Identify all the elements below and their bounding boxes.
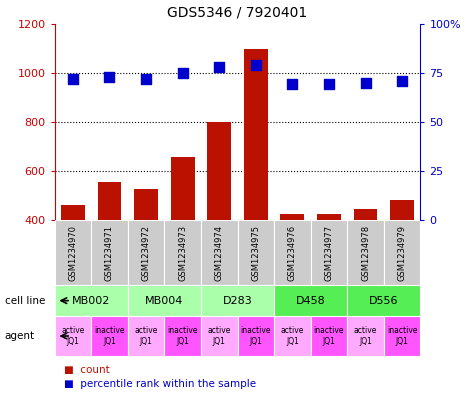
Bar: [61, 205, 85, 318]
Bar: [317, 214, 341, 318]
Point: [252, 62, 259, 68]
Text: active
JQ1: active JQ1: [354, 326, 377, 346]
Text: inactive
JQ1: inactive JQ1: [387, 326, 418, 346]
Text: GSM1234979: GSM1234979: [398, 224, 407, 281]
Bar: [238, 220, 274, 285]
Bar: [274, 220, 311, 285]
Text: GSM1234978: GSM1234978: [361, 224, 370, 281]
Text: GSM1234971: GSM1234971: [105, 224, 114, 281]
Title: GDS5346 / 7920401: GDS5346 / 7920401: [167, 6, 308, 20]
Text: active
JQ1: active JQ1: [281, 326, 304, 346]
Text: GSM1234970: GSM1234970: [68, 224, 77, 281]
Bar: [384, 316, 420, 356]
Text: D556: D556: [369, 296, 399, 306]
Text: D458: D458: [296, 296, 325, 306]
Point: [69, 75, 77, 82]
Text: inactive
JQ1: inactive JQ1: [240, 326, 271, 346]
Text: D283: D283: [223, 296, 252, 306]
Bar: [207, 122, 231, 318]
Bar: [238, 316, 274, 356]
Point: [325, 81, 332, 88]
Text: inactive
JQ1: inactive JQ1: [167, 326, 198, 346]
Text: GSM1234976: GSM1234976: [288, 224, 297, 281]
Bar: [244, 50, 268, 318]
Text: active
JQ1: active JQ1: [208, 326, 231, 346]
Bar: [128, 220, 164, 285]
Bar: [201, 285, 274, 316]
Point: [105, 73, 113, 80]
Bar: [55, 316, 91, 356]
Text: inactive
JQ1: inactive JQ1: [314, 326, 344, 346]
Bar: [353, 209, 378, 318]
Bar: [311, 316, 347, 356]
Text: inactive
JQ1: inactive JQ1: [94, 326, 125, 346]
Bar: [128, 285, 201, 316]
Bar: [128, 316, 164, 356]
Text: GSM1234977: GSM1234977: [324, 224, 333, 281]
Bar: [201, 316, 238, 356]
Text: active
JQ1: active JQ1: [134, 326, 158, 346]
Text: ■  count: ■ count: [64, 365, 110, 375]
Text: agent: agent: [5, 331, 35, 341]
Point: [362, 79, 370, 86]
Text: cell line: cell line: [5, 296, 45, 306]
Text: GSM1234972: GSM1234972: [142, 224, 151, 281]
Bar: [134, 189, 158, 318]
Point: [142, 75, 150, 82]
Text: ■  percentile rank within the sample: ■ percentile rank within the sample: [64, 379, 256, 389]
Bar: [171, 158, 195, 318]
Point: [398, 77, 406, 84]
Point: [216, 64, 223, 70]
Bar: [347, 316, 384, 356]
Bar: [91, 220, 128, 285]
Bar: [390, 200, 414, 318]
Bar: [347, 285, 420, 316]
Text: active
JQ1: active JQ1: [61, 326, 85, 346]
Bar: [164, 316, 201, 356]
Bar: [384, 220, 420, 285]
Text: GSM1234974: GSM1234974: [215, 224, 224, 281]
Text: GSM1234975: GSM1234975: [251, 224, 260, 281]
Text: MB002: MB002: [72, 296, 110, 306]
Bar: [55, 285, 128, 316]
Bar: [280, 214, 304, 318]
Bar: [201, 220, 238, 285]
Bar: [274, 316, 311, 356]
Bar: [274, 285, 347, 316]
Bar: [91, 316, 128, 356]
Text: GSM1234973: GSM1234973: [178, 224, 187, 281]
Bar: [97, 182, 122, 318]
Bar: [311, 220, 347, 285]
Bar: [164, 220, 201, 285]
Bar: [347, 220, 384, 285]
Point: [289, 81, 296, 88]
Text: MB004: MB004: [145, 296, 183, 306]
Bar: [55, 220, 91, 285]
Point: [179, 70, 186, 76]
